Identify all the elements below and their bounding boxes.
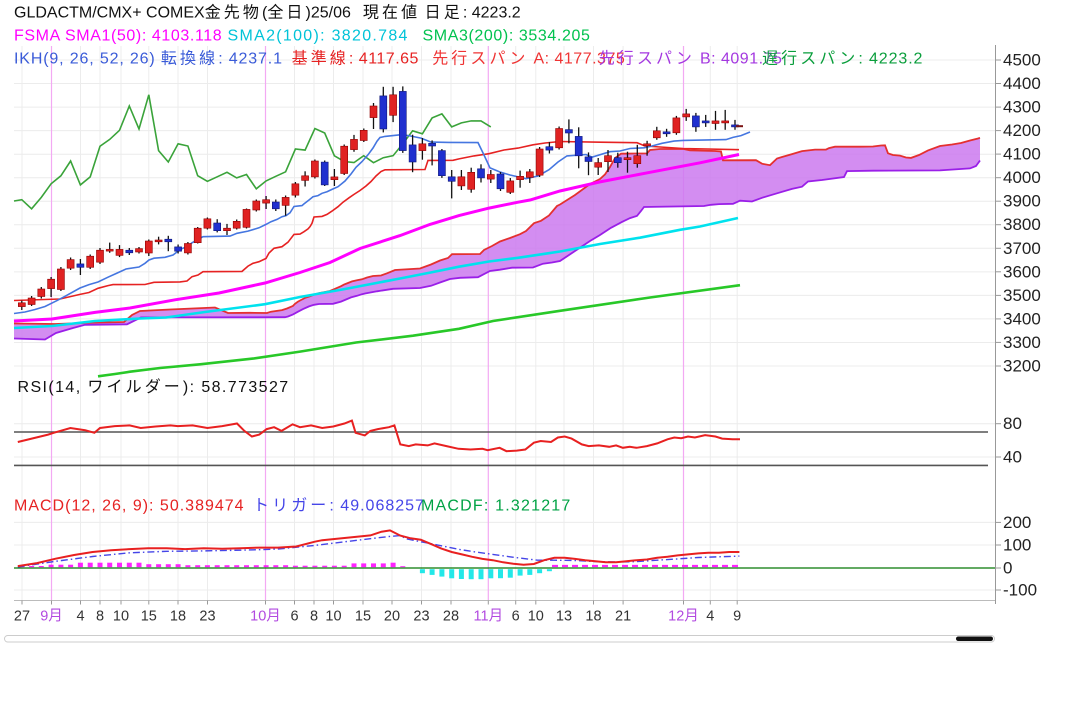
svg-text:27: 27 (14, 609, 30, 625)
svg-text:SMA3(200): 3534.205: SMA3(200): 3534.205 (423, 28, 591, 45)
svg-text:トリガー: 49.068257: トリガー: 49.068257 (253, 497, 425, 515)
svg-text:20: 20 (384, 609, 400, 625)
svg-text:SMA2(100): 3820.784: SMA2(100): 3820.784 (228, 28, 409, 45)
svg-text:18: 18 (170, 609, 186, 625)
svg-text:3300: 3300 (1003, 333, 1041, 352)
svg-text:MACDF: 1.321217: MACDF: 1.321217 (421, 498, 572, 515)
svg-text:10: 10 (325, 609, 341, 625)
svg-text:3200: 3200 (1003, 357, 1041, 376)
svg-text:40: 40 (1003, 448, 1022, 467)
svg-text:4500: 4500 (1003, 51, 1041, 70)
svg-text:IKH(9, 26, 52, 26) 転換線: 4237.1: IKH(9, 26, 52, 26) 転換線: 4237.1 (14, 50, 283, 68)
svg-text:0: 0 (1003, 559, 1012, 578)
svg-text:80: 80 (1003, 414, 1022, 433)
svg-text:3600: 3600 (1003, 262, 1041, 281)
svg-text:23: 23 (413, 609, 429, 625)
svg-text:先行スパン A: 4177.375: 先行スパン A: 4177.375 (432, 50, 625, 68)
svg-text:4: 4 (706, 609, 714, 625)
svg-text:-100: -100 (1003, 581, 1037, 600)
svg-text:4300: 4300 (1003, 98, 1041, 117)
svg-text:先行スパン B: 4091.75: 先行スパン B: 4091.75 (599, 50, 783, 68)
svg-text:遅行スパン: 4223.2: 遅行スパン: 4223.2 (762, 50, 923, 68)
svg-text:3500: 3500 (1003, 286, 1041, 305)
svg-text:12月: 12月 (668, 609, 699, 625)
svg-text:11月: 11月 (474, 609, 504, 625)
svg-text:4400: 4400 (1003, 74, 1041, 93)
svg-text:21: 21 (615, 609, 631, 625)
svg-text:9月: 9月 (40, 609, 63, 625)
svg-text:3400: 3400 (1003, 309, 1041, 328)
svg-text:3800: 3800 (1003, 215, 1041, 234)
svg-text:4200: 4200 (1003, 121, 1041, 140)
svg-text:4000: 4000 (1003, 168, 1041, 187)
svg-text:3900: 3900 (1003, 192, 1041, 211)
svg-text:15: 15 (141, 609, 157, 625)
svg-text:8: 8 (96, 609, 104, 625)
svg-text:6: 6 (290, 609, 298, 625)
svg-text:8: 8 (310, 609, 318, 625)
svg-text:4: 4 (76, 609, 84, 625)
svg-text:FSMA SMA1(50): 4103.118: FSMA SMA1(50): 4103.118 (14, 28, 222, 45)
svg-text:10: 10 (113, 609, 129, 625)
svg-text:現在値 日足: 4223.2: 現在値 日足: 4223.2 (363, 4, 521, 22)
svg-text:RSI(14, ワイルダー): 58.773527: RSI(14, ワイルダー): 58.773527 (18, 378, 290, 396)
svg-text:13: 13 (556, 609, 572, 625)
svg-text:10: 10 (528, 609, 544, 625)
svg-text:9: 9 (733, 609, 741, 625)
svg-text:3700: 3700 (1003, 239, 1041, 258)
svg-text:6: 6 (512, 609, 520, 625)
svg-text:15: 15 (355, 609, 371, 625)
svg-text:23: 23 (199, 609, 215, 625)
svg-text:18: 18 (585, 609, 601, 625)
svg-text:GLDACTM/CMX+ COMEX金先物(全日)25/06: GLDACTM/CMX+ COMEX金先物(全日)25/06 (14, 4, 351, 22)
svg-text:基準線: 4117.65: 基準線: 4117.65 (292, 50, 419, 68)
svg-text:4100: 4100 (1003, 145, 1041, 164)
svg-text:MACD(12, 26, 9): 50.389474: MACD(12, 26, 9): 50.389474 (14, 498, 245, 515)
svg-text:10月: 10月 (250, 609, 281, 625)
svg-text:100: 100 (1003, 536, 1031, 555)
svg-text:28: 28 (443, 609, 459, 625)
svg-text:200: 200 (1003, 513, 1031, 532)
